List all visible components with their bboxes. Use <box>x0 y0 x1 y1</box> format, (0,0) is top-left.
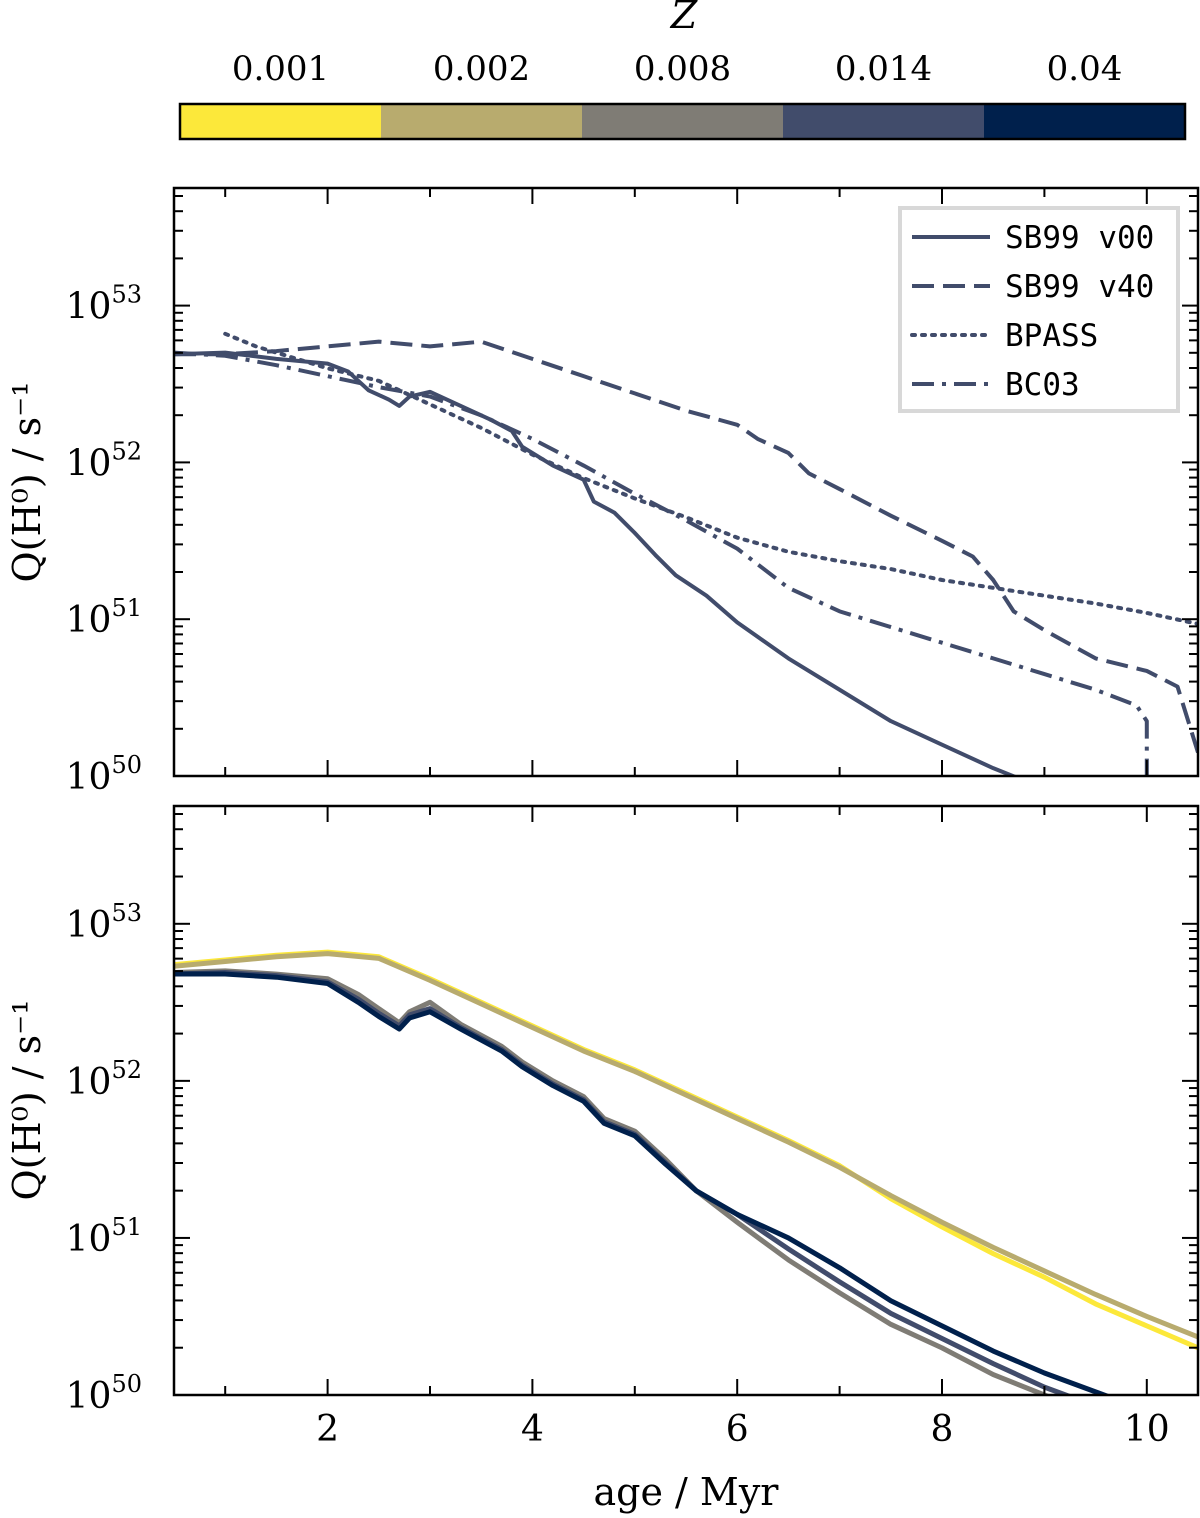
x-tick-label: 6 <box>726 1409 749 1450</box>
y-tick-label: 1051 <box>66 594 142 641</box>
top-plot-frame <box>172 186 1200 778</box>
colorbar-label: Z <box>670 0 698 37</box>
y-tick-label: 1050 <box>66 751 142 798</box>
x-tick-label: 10 <box>1124 1409 1170 1450</box>
colorbar-swatch <box>984 104 1186 139</box>
metallicity-line <box>174 971 1112 1395</box>
colorbar-swatch <box>381 104 583 139</box>
bottom-y-axis-label: Q(H⁰) / s⁻¹ <box>5 1000 49 1201</box>
metallicity-line <box>174 951 1198 1340</box>
series-line-dashdot <box>174 350 1149 776</box>
colorbar-tick-label: 0.014 <box>835 49 932 89</box>
metallicity-line <box>174 968 1052 1395</box>
y-tick-label: 1053 <box>66 281 142 328</box>
y-tick-label: 1052 <box>66 437 142 484</box>
series-line-dashed <box>174 339 1198 754</box>
colorbar-swatch <box>582 104 784 139</box>
series-line-solid <box>174 350 1019 776</box>
colorbar-tick-label: 0.008 <box>634 49 731 89</box>
colorbar-tick-label: 0.001 <box>232 49 329 89</box>
legend-label: SB99 v00 <box>1005 220 1154 256</box>
series-line-dotted <box>223 331 1198 626</box>
legend-label: BPASS <box>1005 318 1098 354</box>
x-tick-label: 8 <box>931 1409 954 1450</box>
bottom-plot-frame <box>172 804 1200 1397</box>
y-tick-label: 1052 <box>66 1056 142 1103</box>
legend-label: SB99 v40 <box>1005 269 1154 305</box>
legend: SB99 v00 SB99 v40 BPASS BC03 <box>898 206 1180 413</box>
colorbar-swatch <box>180 104 382 139</box>
legend-label: BC03 <box>1005 367 1080 403</box>
y-tick-label: 1051 <box>66 1213 142 1260</box>
top-y-axis-label: Q(H⁰) / s⁻¹ <box>5 382 49 583</box>
colorbar-swatch <box>783 104 985 139</box>
legend-frame <box>898 206 1180 413</box>
colorbar-frame <box>178 102 1187 141</box>
x-tick-label: 4 <box>521 1409 544 1450</box>
y-tick-label: 1053 <box>66 899 142 946</box>
metallicity-line <box>174 969 1073 1395</box>
bottom-panel: 1050 1051 1052 1053 Q(H⁰) / s⁻¹ 2 4 6 8 10 age … <box>5 804 1200 1514</box>
colorbar-tick-label: 0.002 <box>433 49 530 89</box>
metallicity-line <box>174 949 1198 1351</box>
x-tick-label: 2 <box>316 1409 339 1450</box>
y-tick-label: 1050 <box>66 1370 142 1417</box>
x-axis-label: age / Myr <box>594 1470 780 1514</box>
colorbar-tick-label: 0.04 <box>1047 49 1123 89</box>
colorbar: Z 0.001 0.002 0.008 0.014 0.04 <box>178 0 1187 141</box>
